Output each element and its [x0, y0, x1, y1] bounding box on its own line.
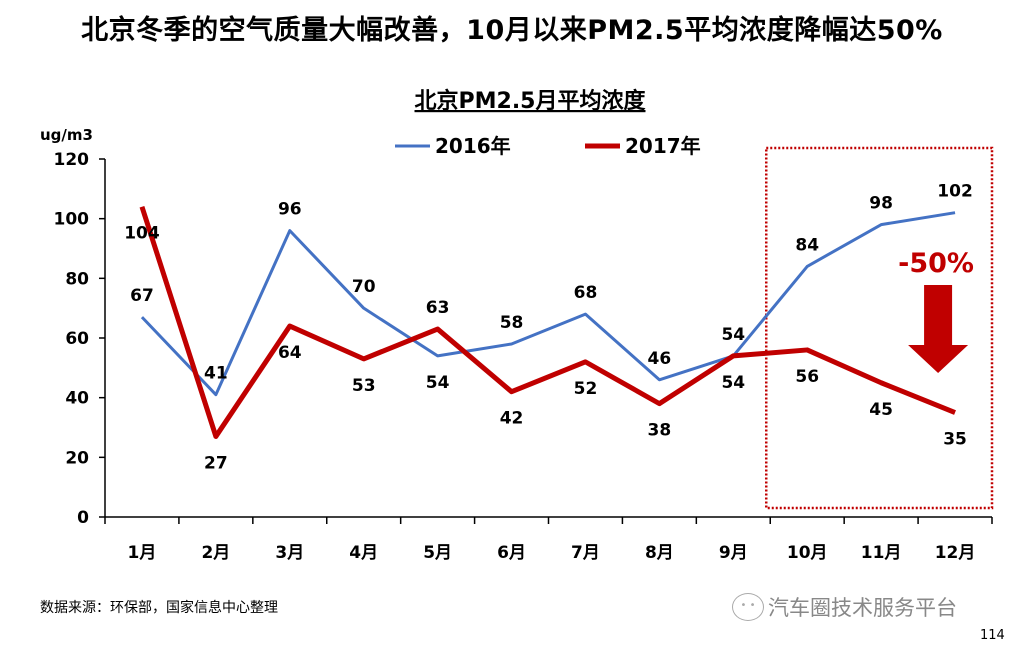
data-label: 27	[204, 453, 228, 473]
data-label: 41	[204, 364, 228, 384]
x-tick-label: 3月	[275, 543, 304, 563]
x-tick-label: 2月	[201, 543, 230, 563]
data-label: 102	[937, 182, 973, 202]
data-label: 98	[869, 194, 893, 214]
x-tick-label: 7月	[571, 543, 600, 563]
data-label: 54	[721, 373, 745, 393]
reduction-annotation: -50%	[898, 248, 974, 279]
data-label: 42	[500, 409, 524, 429]
data-label: 63	[426, 298, 450, 318]
x-tick-label: 5月	[423, 543, 452, 563]
data-label: 35	[943, 430, 967, 450]
series-line-2017年	[139, 205, 956, 439]
data-label: 53	[352, 376, 376, 396]
data-label: 84	[795, 235, 819, 255]
legend-label: 2017年	[625, 134, 701, 158]
x-tick-label: 4月	[349, 543, 378, 563]
watermark-text: 汽车圈技术服务平台	[768, 596, 957, 620]
y-tick-label: 100	[54, 210, 90, 230]
data-label: 68	[574, 283, 598, 303]
y-tick-label: 120	[54, 150, 90, 170]
data-label: 96	[278, 200, 302, 220]
x-tick-label: 1月	[128, 543, 157, 563]
headline: 北京冬季的空气质量大幅改善，10月以来PM2.5平均浓度降幅达50%	[81, 15, 943, 46]
data-label: 46	[648, 349, 672, 369]
data-label: 67	[130, 286, 154, 306]
data-label: 52	[574, 379, 598, 399]
data-label: 45	[869, 400, 893, 420]
data-label: 104	[124, 224, 160, 244]
data-label: 70	[352, 277, 376, 297]
y-tick-label: 40	[65, 389, 89, 409]
highlight-box	[765, 146, 994, 510]
data-source-note: 数据来源：环保部，国家信息中心整理	[40, 600, 278, 616]
data-label: 54	[426, 373, 450, 393]
data-label: 54	[721, 325, 745, 345]
watermark: • • 汽车圈技术服务平台	[732, 592, 957, 622]
down-arrow-icon	[908, 285, 969, 373]
data-label: 56	[795, 367, 819, 387]
page-number: 114	[980, 628, 1005, 643]
y-tick-label: 20	[65, 448, 89, 468]
y-tick-label: 0	[77, 508, 89, 528]
x-tick-label: 11月	[861, 543, 902, 563]
y-tick-label: 60	[65, 329, 89, 349]
data-label: 64	[278, 343, 302, 363]
series-line-2016年	[140, 211, 956, 397]
y-tick-label: 80	[65, 269, 89, 289]
x-tick-label: 12月	[935, 543, 976, 563]
x-tick-label: 9月	[719, 543, 748, 563]
chart-title: 北京PM2.5月平均浓度	[415, 88, 647, 114]
y-axis-label: ug/m3	[40, 126, 93, 144]
x-tick-label: 8月	[645, 543, 674, 563]
wechat-icon: • •	[732, 593, 764, 621]
x-tick-label: 10月	[787, 543, 828, 563]
data-label: 58	[500, 313, 524, 333]
data-label: 38	[648, 421, 672, 441]
legend-label: 2016年	[435, 134, 511, 158]
x-tick-label: 6月	[497, 543, 526, 563]
